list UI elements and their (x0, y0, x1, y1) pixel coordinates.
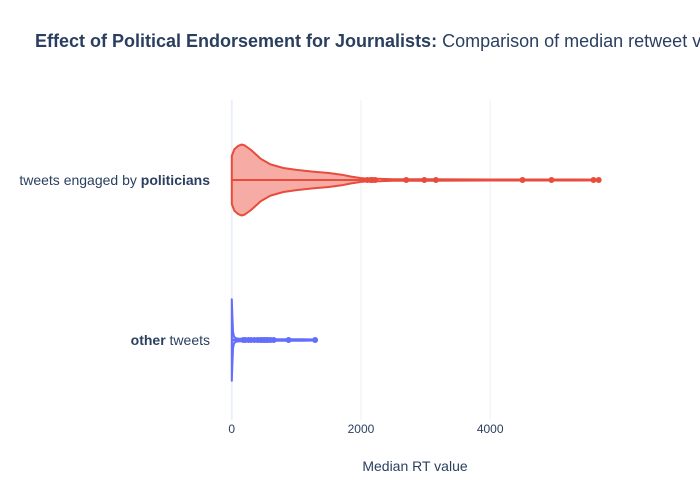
x-tick-label: 4000 (477, 422, 504, 436)
y-tick-labels: tweets engaged by politicians other tweet… (19, 172, 210, 348)
chart-title: Effect of Political Endorsement for Jour… (35, 31, 700, 57)
y-tick-label: other tweets (131, 332, 210, 348)
outlier-point (312, 337, 319, 343)
outlier-point (519, 177, 526, 183)
outlier-point (432, 177, 439, 183)
violins (230, 143, 602, 382)
x-tick-labels: 0 2000 4000 (228, 422, 503, 436)
outlier-point (372, 177, 379, 183)
x-tick-label: 2000 (348, 422, 375, 436)
x-axis-label: Median RT value (362, 458, 468, 474)
outlier-point (270, 337, 277, 343)
gridlines (230, 100, 491, 420)
outlier-point (595, 177, 602, 183)
outlier-point (421, 177, 428, 183)
x-tick-label: 0 (228, 422, 235, 436)
chart-title-bold: Effect of Political Endorsement for Jour… (35, 31, 438, 51)
outlier-point (548, 177, 555, 183)
y-tick-label: tweets engaged by politicians (19, 172, 210, 188)
outlier-point (403, 177, 410, 183)
outlier-point (285, 337, 292, 343)
chart-title-rest: Comparison of median retweet value (442, 31, 700, 51)
outlier-point (590, 177, 597, 183)
